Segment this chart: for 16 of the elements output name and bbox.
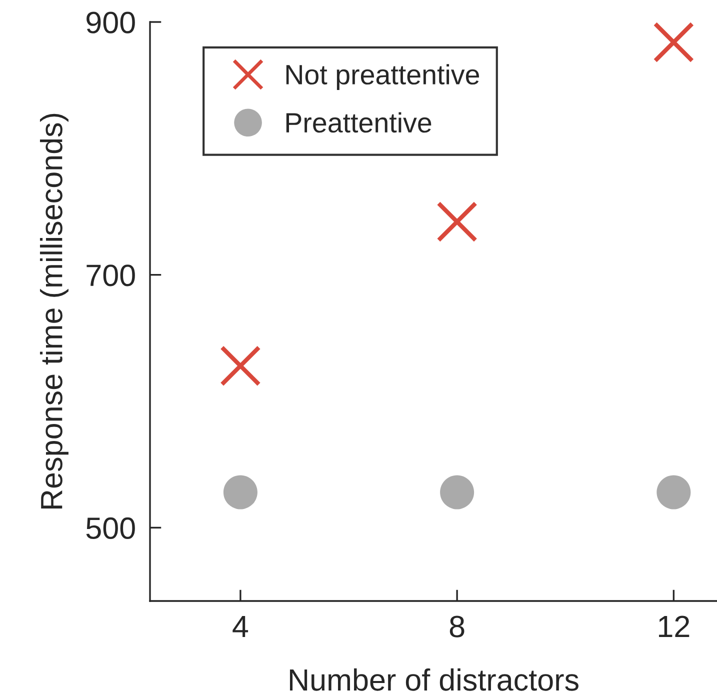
legend-label: Not preattentive [286, 64, 479, 90]
y-tick-label: 900 [86, 12, 135, 34]
x-axis-title: Number of distractors [290, 668, 578, 691]
y-tick-label: 500 [86, 517, 135, 540]
y-tick-label: 700 [86, 264, 135, 286]
x-tick-label: 4 [232, 616, 248, 638]
y-axis-title: Response time (milliseconds) [40, 114, 68, 509]
x-tick-label: 8 [450, 616, 464, 638]
point [653, 22, 694, 63]
point [656, 475, 691, 510]
legend-label: Preattentive [286, 112, 432, 133]
point [440, 475, 474, 510]
point [223, 475, 258, 510]
point [220, 345, 261, 386]
point [436, 201, 478, 242]
x-tick-label: 12 [659, 616, 690, 638]
